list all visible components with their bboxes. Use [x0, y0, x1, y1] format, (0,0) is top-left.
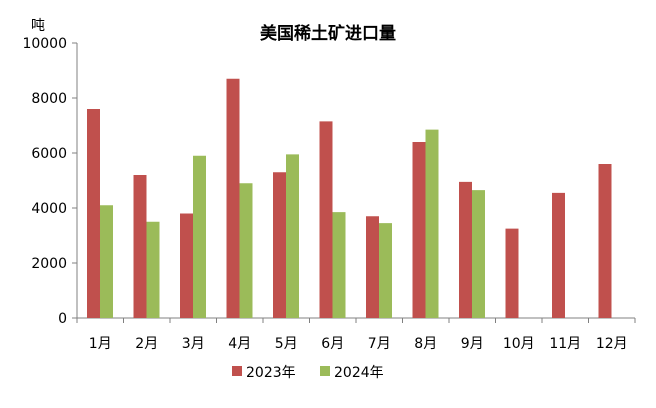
x-tick-label: 10月: [503, 336, 535, 352]
bar-2023年-3月: [180, 213, 193, 318]
x-tick-label: 1月: [89, 336, 112, 352]
x-tick-label: 5月: [275, 336, 298, 352]
bar-2024年-3月: [193, 155, 206, 318]
bar-2024年-2月: [146, 221, 160, 318]
x-tick-label: 11月: [549, 336, 581, 352]
y-tick-label: 4000: [31, 201, 67, 217]
bar-2024年-7月: [379, 223, 392, 318]
x-tick-label: 4月: [228, 336, 251, 352]
y-tick-label: 10000: [22, 36, 67, 52]
x-tick-label: 12月: [596, 336, 628, 352]
bar-2024年-4月: [239, 183, 253, 318]
bar-2023年-9月: [459, 181, 472, 318]
x-tick-label: 9月: [461, 336, 484, 352]
bar-2023年-1月: [87, 109, 100, 318]
bars: [87, 78, 612, 318]
bar-2023年-11月: [552, 192, 565, 318]
x-tick-label: 2月: [135, 336, 158, 352]
bar-2023年-6月: [319, 121, 333, 318]
bar-2023年-8月: [412, 142, 426, 318]
x-tick-label: 3月: [182, 336, 205, 352]
y-tick-label: 0: [58, 311, 67, 327]
legend-swatch-2024年: [320, 366, 330, 376]
y-tick-label: 2000: [31, 256, 67, 272]
legend-label: 2024年: [334, 365, 384, 381]
bar-2023年-7月: [366, 216, 379, 318]
bar-2023年-12月: [598, 164, 612, 318]
legend-label: 2023年: [246, 365, 296, 381]
x-axis: 1月 2月 3月 4月 5月 6月 7月 8月 9月 10月 11月 12月: [76, 317, 636, 352]
bar-2023年-4月: [226, 78, 240, 318]
x-tick-label: 6月: [321, 336, 344, 352]
y-tick-label: 8000: [31, 91, 67, 107]
bar-2024年-6月: [332, 212, 346, 318]
y-axis-unit-label: 吨: [31, 18, 45, 34]
bar-2024年-8月: [425, 129, 439, 318]
bar-2024年-1月: [100, 205, 113, 318]
x-tick-label: 8月: [414, 336, 437, 352]
bar-2024年-9月: [472, 190, 485, 318]
bar-2023年-2月: [133, 175, 147, 318]
bar-2023年-10月: [505, 228, 519, 318]
x-tick-label: 7月: [368, 336, 391, 352]
bar-2024年-5月: [286, 154, 299, 318]
legend: 2023年 2024年: [232, 365, 384, 381]
y-tick-label: 6000: [31, 146, 67, 162]
bar-2023年-5月: [273, 172, 286, 318]
legend-swatch-2023年: [232, 366, 242, 376]
y-axis: 0 2000 4000 6000 8000 10000: [22, 36, 78, 327]
chart-title: 美国稀土矿进口量: [260, 23, 396, 44]
